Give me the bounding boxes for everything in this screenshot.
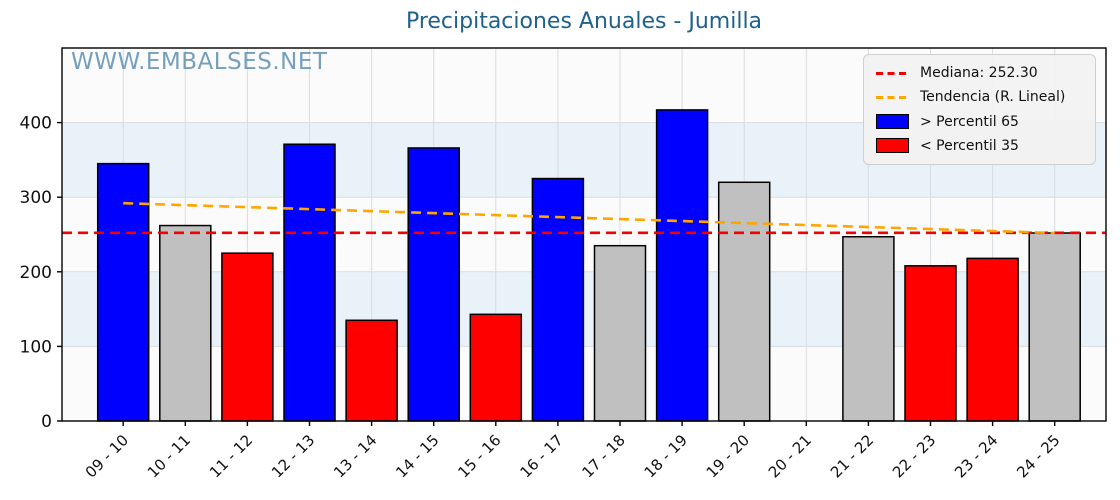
bar-11-12 xyxy=(221,252,274,422)
legend-item-median: Mediana: 252.30 xyxy=(876,65,1083,81)
watermark: WWW.EMBALSES.NET xyxy=(71,49,328,75)
trend-dash-swatch xyxy=(876,95,909,99)
bar-23-24 xyxy=(966,257,1019,422)
bar-09-10 xyxy=(96,162,150,422)
y-tick-label: 0 xyxy=(41,412,52,432)
y-tick-label: 100 xyxy=(20,337,52,357)
legend-item-p65: > Percentil 65 xyxy=(876,114,1083,130)
bar-24-25 xyxy=(1028,232,1081,422)
bar-10-11 xyxy=(159,224,212,422)
bar-22-23 xyxy=(904,265,957,422)
bar-21-22 xyxy=(842,235,895,422)
legend-item-p35: < Percentil 35 xyxy=(876,138,1083,154)
x-tick-label: 16 - 17 xyxy=(516,431,566,481)
legend-label-p65: > Percentil 65 xyxy=(920,113,1019,130)
x-tick-label: 15 - 16 xyxy=(454,431,504,481)
trend-line xyxy=(123,201,1055,235)
x-tick-label: 24 - 25 xyxy=(1013,431,1063,481)
bar-13-14 xyxy=(345,319,398,422)
x-tick-label: 23 - 24 xyxy=(951,431,1001,481)
bar-14-15 xyxy=(407,147,460,422)
legend: Mediana: 252.30 Tendencia (R. Lineal) > … xyxy=(863,54,1096,165)
x-tick-label: 12 - 13 xyxy=(268,431,318,481)
x-tick-label: 14 - 15 xyxy=(392,431,442,481)
x-tick-label: 13 - 14 xyxy=(330,431,380,481)
x-tick-label: 11 - 12 xyxy=(206,431,256,481)
bar-19-20 xyxy=(717,181,771,422)
bar-15-16 xyxy=(469,313,523,422)
bar-16-17 xyxy=(531,177,585,422)
legend-label-median: Mediana: 252.30 xyxy=(920,65,1038,81)
plot-frame xyxy=(61,47,1107,422)
legend-item-trend: Tendencia (R. Lineal) xyxy=(876,89,1083,105)
y-tick-label: 300 xyxy=(20,188,52,208)
x-tick-label: 10 - 11 xyxy=(144,431,194,481)
x-tick-label: 18 - 19 xyxy=(641,431,691,481)
y-tick-label: 200 xyxy=(20,263,52,283)
x-tick-label: 22 - 23 xyxy=(889,431,939,481)
median-dash-swatch xyxy=(876,71,909,75)
y-tick-label: 400 xyxy=(20,114,52,134)
bar-18-19 xyxy=(655,109,709,422)
legend-label-p35: < Percentil 35 xyxy=(920,137,1019,154)
x-tick-label: 09 - 10 xyxy=(82,431,132,481)
x-tick-label: 21 - 22 xyxy=(827,431,877,481)
chart-title: Precipitaciones Anuales - Jumilla xyxy=(405,9,763,34)
x-tick-label: 19 - 20 xyxy=(703,431,753,481)
bar-17-18 xyxy=(593,244,647,422)
percentil-65-swatch xyxy=(876,114,909,130)
x-tick-label: 20 - 21 xyxy=(765,431,815,481)
x-tick-label: 17 - 18 xyxy=(579,431,629,481)
percentil-35-swatch xyxy=(876,138,909,154)
legend-label-trend: Tendencia (R. Lineal) xyxy=(920,89,1066,106)
bar-12-13 xyxy=(283,143,336,422)
